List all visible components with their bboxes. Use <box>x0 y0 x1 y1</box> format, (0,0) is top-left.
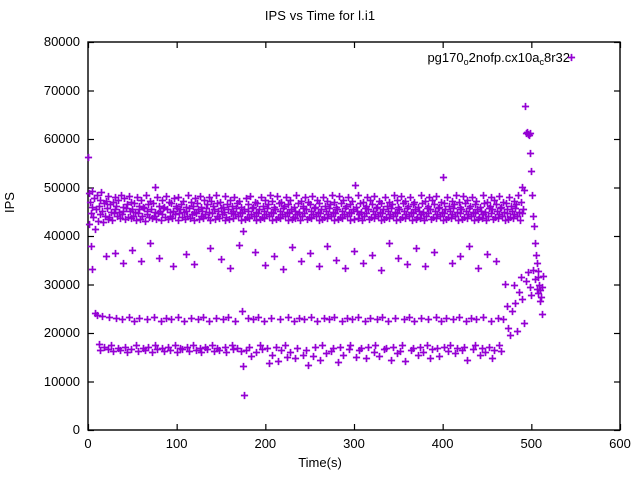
x-tick-label: 400 <box>431 436 454 451</box>
legend-entry-label: pg170o2nofp.cx10ac8r32 <box>427 50 570 67</box>
x-tick-label: 500 <box>520 436 543 451</box>
x-tick-label: 600 <box>609 436 631 451</box>
y-tick-label: 30000 <box>43 276 80 292</box>
y-tick-label: 0 <box>72 422 80 437</box>
legend-marker <box>567 53 576 62</box>
x-axis-label: Time(s) <box>298 455 342 470</box>
y-tick-label: 80000 <box>43 34 80 49</box>
x-tick-label: 100 <box>165 436 188 451</box>
x-tick-label: 200 <box>254 436 277 451</box>
y-tick-label: 50000 <box>43 179 80 195</box>
y-tick-label: 60000 <box>43 131 80 146</box>
chart-title: IPS vs Time for l.i1 <box>264 8 376 23</box>
y-tick-label: 40000 <box>43 228 80 243</box>
legend-plus-icon <box>567 53 576 62</box>
y-tick-label: 70000 <box>43 82 80 98</box>
y-tick-label: 20000 <box>43 325 80 340</box>
y-tick-label: 10000 <box>43 373 80 389</box>
data-points <box>84 102 548 400</box>
x-tick-label: 0 <box>84 436 92 451</box>
x-tick-label: 300 <box>343 436 365 451</box>
axis-ticks <box>87 41 622 432</box>
scatter-marker-set <box>84 102 548 400</box>
axes-frame <box>87 41 621 431</box>
plot-frame <box>87 41 621 431</box>
legend-series-name: pg170o2nofp.cx10ac8r32 <box>427 50 570 67</box>
